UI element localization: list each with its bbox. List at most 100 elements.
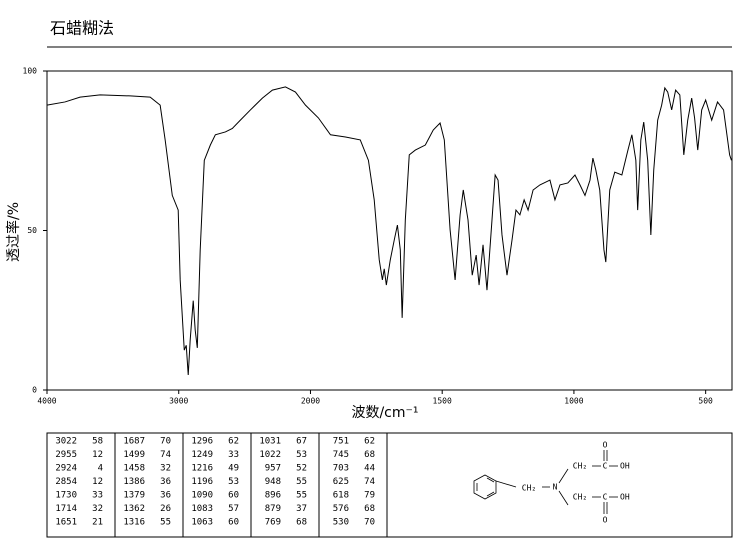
x-tick-label: 1500 [433,397,452,406]
peak-wavenumber: 1651 [55,518,77,528]
peak-wavenumber: 1083 [191,504,213,514]
peak-transmittance: 36 [160,477,171,487]
peak-wavenumber: 1714 [55,504,77,514]
peak-transmittance: 74 [160,450,171,460]
peak-transmittance: 21 [92,518,103,528]
peak-wavenumber: 1296 [191,437,213,447]
peak-transmittance: 68 [364,504,375,514]
y-tick-label: 0 [32,386,37,395]
peak-transmittance: 58 [92,437,103,447]
atom-label: CH₂ [522,484,536,493]
peak-wavenumber: 2854 [55,477,77,487]
peak-transmittance: 53 [228,477,239,487]
peak-transmittance: 62 [364,437,375,447]
bond [486,491,495,497]
peak-transmittance: 67 [296,437,307,447]
peak-transmittance: 32 [160,464,171,474]
atom-label: C [603,493,608,502]
peak-transmittance: 33 [92,491,103,501]
atom-label: O [603,441,608,450]
atom-label: O [603,516,608,525]
peak-wavenumber: 2955 [55,450,77,460]
peak-transmittance: 57 [228,504,239,514]
y-axis-label: 透过率/% [5,202,22,262]
peak-wavenumber: 1216 [191,464,213,474]
peak-wavenumber: 618 [333,491,349,501]
peak-transmittance: 53 [296,450,307,460]
atom-label: CH₂ [573,462,587,471]
peak-wavenumber: 3022 [55,437,77,447]
atom-label: N [553,483,558,492]
x-tick-label: 4000 [37,397,56,406]
peak-wavenumber: 1379 [123,491,145,501]
peak-wavenumber: 1196 [191,477,213,487]
peak-transmittance: 62 [228,437,239,447]
peak-wavenumber: 1499 [123,450,145,460]
peak-wavenumber: 1063 [191,518,213,528]
peak-wavenumber: 751 [333,437,349,447]
peak-transmittance: 36 [160,491,171,501]
peak-wavenumber: 1730 [55,491,77,501]
peak-wavenumber: 896 [265,491,281,501]
peak-transmittance: 26 [160,504,171,514]
peak-transmittance: 52 [296,464,307,474]
structure [473,450,618,514]
peak-wavenumber: 576 [333,504,349,514]
atom-label: C [603,462,608,471]
chart-title: 石蜡糊法 [50,19,114,38]
x-tick-label: 1000 [564,397,583,406]
peak-wavenumber: 745 [333,450,349,460]
bond [495,480,517,488]
peak-transmittance: 55 [296,477,307,487]
spectrum-line [46,86,732,376]
peak-transmittance: 74 [364,477,375,487]
x-axis-label: 波数/cm⁻¹ [351,405,418,421]
peak-transmittance: 68 [364,450,375,460]
x-tick-label: 500 [698,397,713,406]
peak-transmittance: 60 [228,518,239,528]
peak-transmittance: 4 [98,464,103,474]
bond [486,477,495,483]
peak-wavenumber: 1090 [191,491,213,501]
peak-wavenumber: 769 [265,518,281,528]
peak-wavenumber: 1687 [123,437,145,447]
peak-wavenumber: 948 [265,477,281,487]
peak-transmittance: 32 [92,504,103,514]
peak-transmittance: 12 [92,477,103,487]
y-tick-label: 50 [27,226,37,235]
atom-label: CH₂ [573,493,587,502]
peak-wavenumber: 1316 [123,518,145,528]
peak-wavenumber: 2924 [55,464,77,474]
y-tick-label: 100 [23,67,38,76]
peak-wavenumber: 957 [265,464,281,474]
peak-transmittance: 44 [364,464,375,474]
peak-transmittance: 70 [160,437,171,447]
bond [558,468,569,484]
peak-wavenumber: 703 [333,464,349,474]
atom-label: OH [620,493,630,502]
peak-wavenumber: 625 [333,477,349,487]
peak-wavenumber: 1022 [259,450,281,460]
x-tick-label: 2000 [301,397,320,406]
plot-frame [46,70,733,391]
peak-transmittance: 33 [228,450,239,460]
peak-wavenumber: 879 [265,504,281,514]
x-tick-label: 3000 [169,397,188,406]
peak-transmittance: 49 [228,464,239,474]
peak-transmittance: 37 [296,504,307,514]
peak-wavenumber: 1249 [191,450,213,460]
peak-transmittance: 55 [296,491,307,501]
peak-transmittance: 55 [160,518,171,528]
peak-transmittance: 68 [296,518,307,528]
table-frame [46,432,733,538]
peak-transmittance: 70 [364,518,375,528]
atom-label: OH [620,462,630,471]
peak-wavenumber: 1031 [259,437,281,447]
peak-wavenumber: 1362 [123,504,145,514]
peak-transmittance: 79 [364,491,375,501]
peak-wavenumber: 1386 [123,477,145,487]
peak-wavenumber: 1458 [123,464,145,474]
peak-wavenumber: 530 [333,518,349,528]
bond [558,490,569,506]
